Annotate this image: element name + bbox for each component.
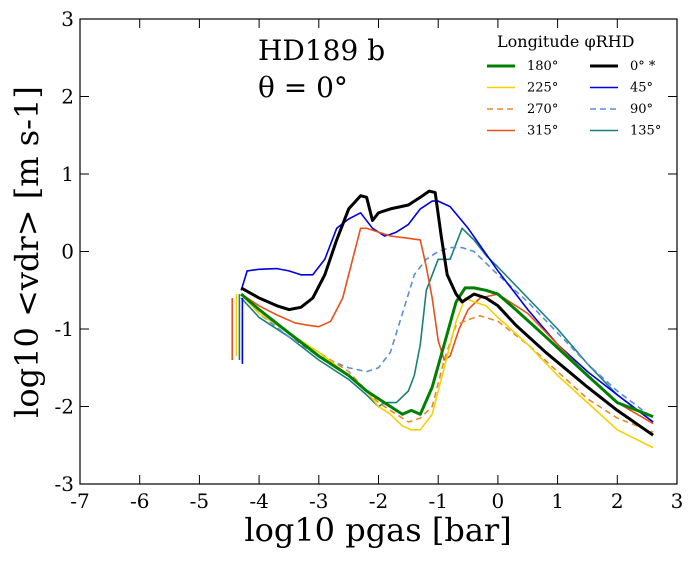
series-line: [240, 286, 654, 418]
x-axis-title: log10 pgas [bar]: [244, 511, 511, 549]
x-tick-label: -1: [428, 489, 447, 513]
legend-label: 90°: [630, 102, 653, 117]
plot-frame: [79, 18, 678, 485]
y-axis-title: log10 <vdr> [m s-1]: [8, 86, 46, 418]
series-line: [240, 293, 654, 433]
y-tick-label: 0: [61, 240, 74, 264]
x-tick-label: -2: [369, 489, 388, 513]
legend-label: 135°: [630, 124, 661, 139]
x-tick-label: -4: [249, 489, 268, 513]
y-tick-label: -1: [55, 317, 74, 341]
x-tick-label: -6: [130, 489, 149, 513]
legend-title: Longitude φRHD: [497, 32, 634, 51]
legend-label: 315°: [527, 124, 558, 139]
tick-labels: -7 -6 -5 -4 -3 -2 -1 0 1 2 3 -3 -2 -1 0 1 2 3: [55, 7, 684, 513]
series-line: [240, 227, 654, 425]
x-tick-label: -7: [70, 489, 89, 513]
y-tick-label: 2: [61, 85, 74, 109]
axis-ticks: [79, 18, 678, 485]
x-tick-label: -5: [190, 489, 209, 513]
annotation-theta: θ = 0°: [258, 71, 348, 104]
x-tick-label: 0: [492, 489, 505, 513]
y-tick-label: 1: [61, 162, 74, 186]
series-line: [240, 227, 654, 423]
y-tick-label: -2: [55, 395, 74, 419]
y-tick-label: -3: [55, 472, 74, 496]
annotation-planet: HD189 b: [258, 34, 385, 67]
y-tick-label: 3: [61, 7, 74, 31]
legend-label: 0° *: [630, 59, 656, 74]
series-layer: [231, 189, 654, 449]
x-tick-label: 1: [551, 489, 564, 513]
series-line: [240, 189, 654, 437]
legend: Longitude φRHD 180° 225° 270° 315° 0° * 45° 90…: [487, 32, 661, 139]
x-tick-label: 2: [611, 489, 624, 513]
x-tick-label: 3: [671, 489, 684, 513]
legend-label: 225°: [527, 81, 558, 96]
legend-label: 180°: [527, 59, 558, 74]
x-tick-label: -3: [309, 489, 328, 513]
legend-label: 45°: [630, 81, 653, 96]
legend-label: 270°: [527, 102, 558, 117]
